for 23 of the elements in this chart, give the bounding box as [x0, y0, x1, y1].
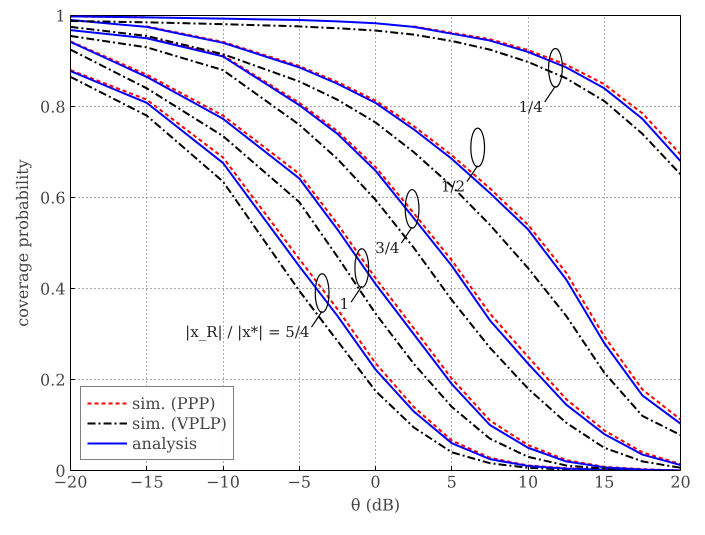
- annotation: |x_R| / |x*| = 5/4: [185, 323, 310, 342]
- x-tick-label: −15: [130, 472, 164, 492]
- x-tick-label: −5: [287, 472, 312, 492]
- legend-label: analysis: [132, 434, 198, 452]
- annotation: 3/4: [375, 239, 400, 257]
- y-tick-label: 1: [55, 6, 66, 26]
- y-tick-label: 0.8: [40, 98, 66, 116]
- annotation: 1/4: [518, 98, 543, 116]
- y-tick-label: 0.2: [40, 370, 66, 390]
- x-tick-label: 15: [594, 472, 614, 492]
- x-tick-label: 0: [370, 472, 381, 492]
- x-tick-label: −10: [206, 472, 240, 492]
- y-tick-label: 0.4: [40, 280, 66, 298]
- annotation: 1: [340, 295, 350, 314]
- legend-label: sim. (PPP): [132, 394, 216, 412]
- y-axis-title: coverage probability: [13, 159, 32, 327]
- x-axis-title: θ (dB): [350, 496, 400, 514]
- x-tick-label: 10: [518, 472, 538, 492]
- legend-label: sim. (VPLP): [132, 414, 227, 432]
- annotation: 1/2: [440, 178, 465, 196]
- x-tick-label: 20: [670, 472, 691, 492]
- y-tick-label: 0.6: [40, 188, 66, 208]
- x-tick-label: 5: [446, 472, 457, 492]
